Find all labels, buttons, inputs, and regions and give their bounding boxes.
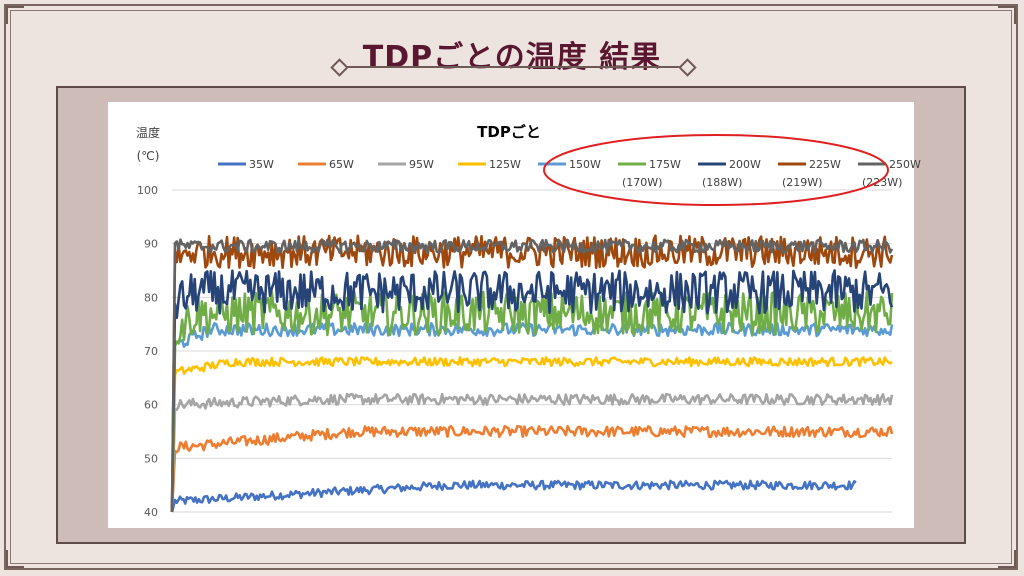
corner-ornament xyxy=(998,6,1016,24)
y-tick-label: 40 xyxy=(144,506,158,519)
legend-sublabel-225W: (219W) xyxy=(782,176,822,189)
title-underline xyxy=(340,66,686,68)
page-title: TDPごとの温度 結果 xyxy=(362,40,662,75)
series-line-250W xyxy=(170,238,894,513)
y-tick-labels: 40 50 60 70 80 90 100 xyxy=(137,184,158,519)
corner-ornament xyxy=(6,6,24,24)
y-axis-label: 温度 xyxy=(136,125,160,140)
legend-label-95W: 95W xyxy=(409,158,434,171)
corner-ornament xyxy=(998,550,1016,568)
series-lines xyxy=(170,234,894,513)
y-tick-label: 80 xyxy=(144,291,158,304)
legend-label-150W: 150W xyxy=(569,158,601,171)
legend: 35W 65W 95W 125W 150W 175W (170W) 200W (188W) 225… xyxy=(218,158,921,189)
outer-frame xyxy=(4,4,1018,570)
highlight-ellipse xyxy=(543,134,889,206)
legend-sublabel-175W: (170W) xyxy=(622,176,662,189)
y-tick-label: 90 xyxy=(144,238,158,251)
series-line-125W xyxy=(170,356,893,513)
legend-label-200W: 200W xyxy=(729,158,761,171)
y-tick-label: 70 xyxy=(144,345,158,358)
legend-sublabel-200W: (188W) xyxy=(702,176,742,189)
y-tick-label: 100 xyxy=(137,184,158,197)
legend-label-65W: 65W xyxy=(329,158,354,171)
y-tick-label: 60 xyxy=(144,399,158,412)
inner-frame xyxy=(10,10,1012,564)
series-line-65W xyxy=(170,424,894,513)
series-line-150W xyxy=(170,321,894,513)
series-line-95W xyxy=(170,392,894,513)
legend-label-35W: 35W xyxy=(249,158,274,171)
y-tick-label: 50 xyxy=(144,452,158,465)
series-line-225W xyxy=(170,234,894,513)
chart-title: TDPごと xyxy=(477,123,541,141)
corner-ornament xyxy=(6,550,24,568)
legend-label-125W: 125W xyxy=(489,158,521,171)
legend-label-250W: 250W xyxy=(889,158,921,171)
legend-label-175W: 175W xyxy=(649,158,681,171)
legend-label-225W: 225W xyxy=(809,158,841,171)
series-line-35W xyxy=(170,479,857,513)
y-axis-unit: (℃) xyxy=(137,149,160,163)
series-line-200W xyxy=(170,269,894,513)
